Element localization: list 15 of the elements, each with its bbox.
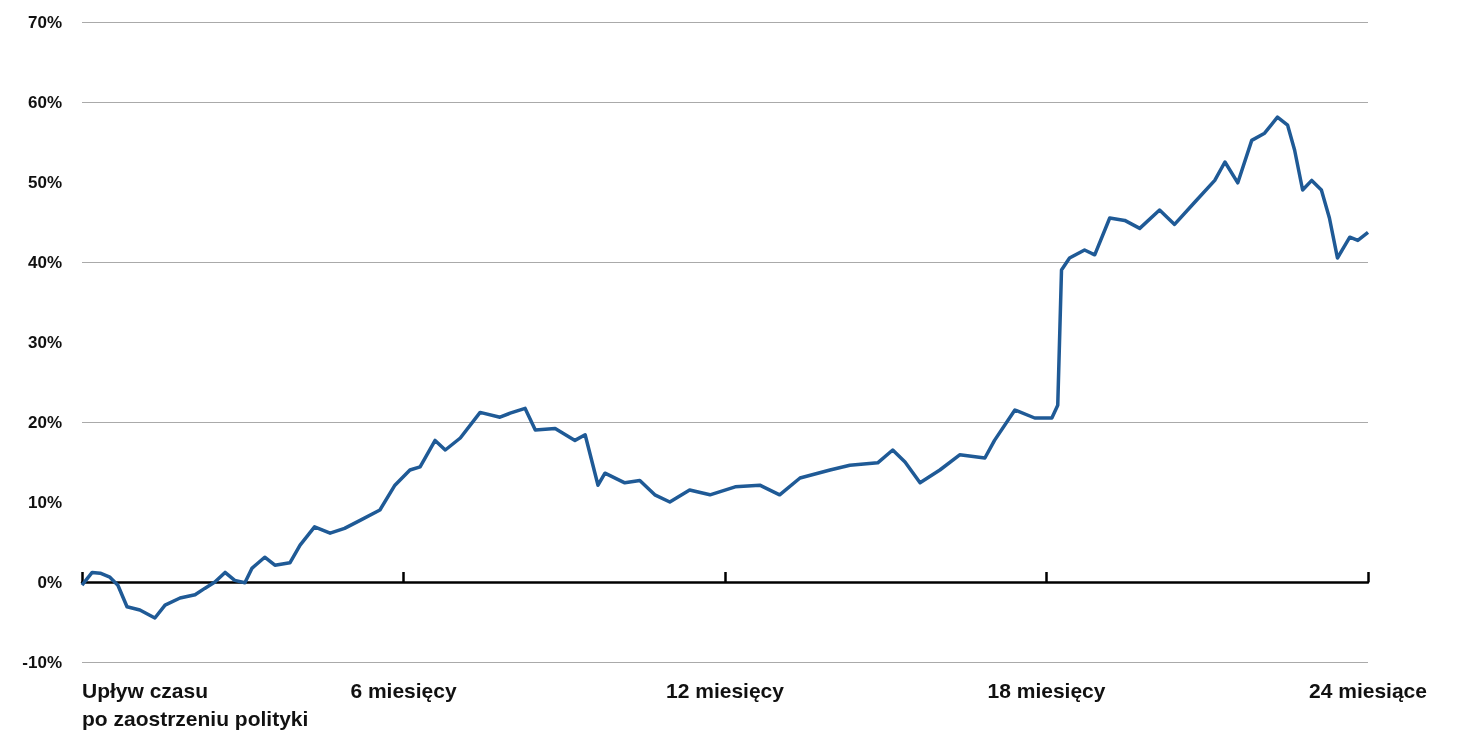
y-tick-label: 70% bbox=[27, 12, 62, 32]
x-tick-label: 24 miesiące bbox=[1309, 678, 1427, 702]
x-tick-label: 12 miesięcy bbox=[666, 678, 785, 702]
x-tick-label: 18 miesięcy bbox=[987, 678, 1106, 702]
y-tick-label: 0% bbox=[37, 572, 62, 592]
line-series bbox=[80, 115, 1370, 620]
y-tick-label: 60% bbox=[27, 92, 62, 112]
x-tick-label: 6 miesięcy bbox=[350, 678, 457, 702]
y-tick-label: 20% bbox=[27, 412, 62, 432]
y-tick-label: 50% bbox=[27, 172, 62, 192]
x-tick-label: Upływ czasu po zaostrzeniu polityki bbox=[82, 678, 309, 730]
y-tick-label: 10% bbox=[27, 492, 62, 512]
y-tick-label: -10% bbox=[22, 652, 62, 672]
y-tick-label: 30% bbox=[27, 332, 62, 352]
y-tick-label: 40% bbox=[27, 252, 62, 272]
